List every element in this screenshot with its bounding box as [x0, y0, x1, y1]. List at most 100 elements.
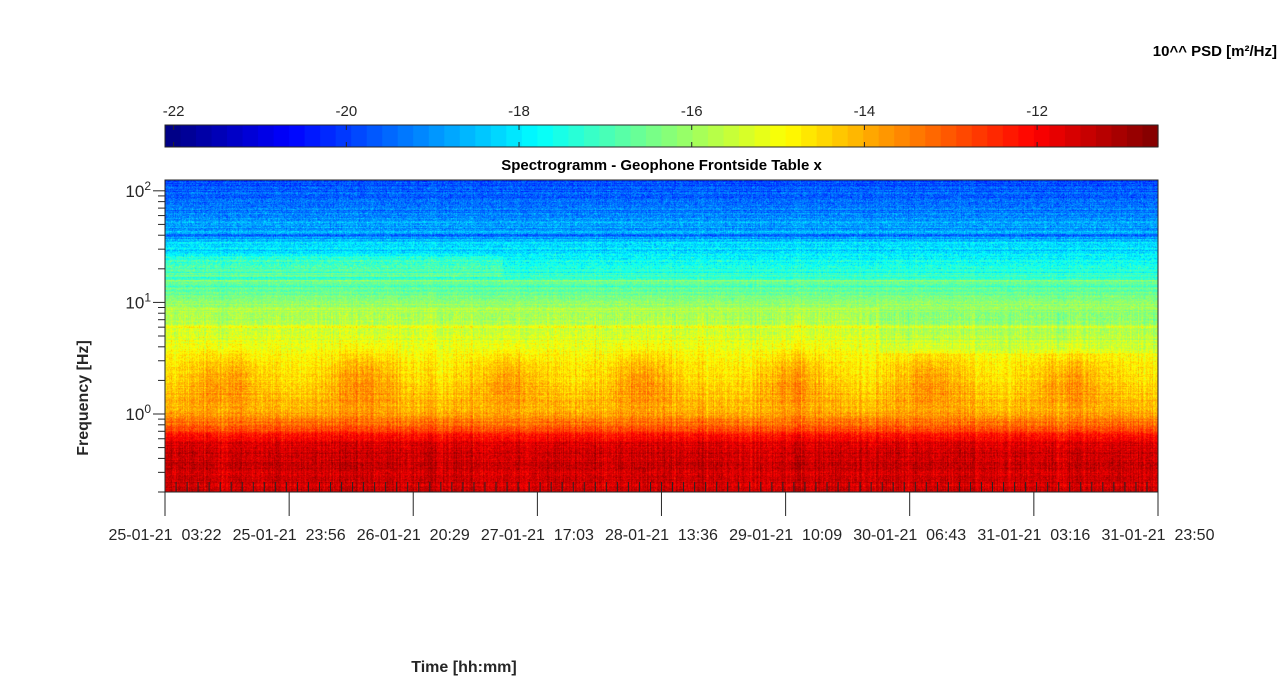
colorbar-segment [289, 125, 306, 147]
x-tick-label: 29-01-21 10:09 [729, 527, 842, 544]
colorbar-tick-label: -14 [854, 103, 876, 120]
colorbar-segment [583, 125, 601, 147]
colorbar-segment [1080, 125, 1097, 147]
colorbar-segment [894, 125, 911, 147]
colorbar-segment [397, 125, 414, 147]
colorbar-tick-label: -20 [335, 103, 357, 120]
colorbar-segment [1126, 125, 1144, 147]
colorbar-segment [692, 125, 709, 147]
colorbar-segment [661, 125, 678, 147]
colorbar-tick-label: -16 [681, 103, 703, 120]
colorbar-segment [506, 125, 523, 147]
colorbar-segment [956, 125, 973, 147]
colorbar-segment [335, 125, 352, 147]
colorbar-tick-label: -22 [163, 103, 185, 120]
x-tick-label: 31-01-21 23:50 [1102, 527, 1215, 544]
y-tick-base: 10 [125, 405, 144, 424]
colorbar-segment [165, 125, 182, 147]
y-tick-base: 10 [125, 182, 144, 201]
colorbar-segment [227, 125, 244, 147]
colorbar-segment [1064, 125, 1082, 147]
x-tick-label: 26-01-21 20:29 [357, 527, 470, 544]
colorbar-segment [552, 125, 570, 147]
x-axis-label: Time [hh:mm] [411, 659, 516, 676]
y-tick-label: 101 [125, 290, 151, 312]
colorbar-segment [708, 125, 725, 147]
x-tick-label: 25-01-21 03:22 [109, 527, 222, 544]
colorbar-segment [614, 125, 632, 147]
colorbar-frame [164, 124, 1159, 148]
colorbar-segment [847, 125, 864, 147]
colorbar-segment [196, 125, 213, 147]
y-tick-exponent: 2 [144, 179, 151, 193]
colorbar-segment [832, 125, 849, 147]
y-tick-exponent: 1 [144, 290, 151, 304]
colorbar-segment [1002, 125, 1019, 147]
colorbar-segment [320, 125, 337, 147]
y-axis-label: Frequency [Hz] [75, 340, 92, 456]
colorbar-segment [242, 125, 259, 147]
x-axis: 25-01-21 03:22 25-01-21 23:56 26-01-21 20:… [109, 482, 1215, 544]
colorbar-segment [180, 125, 197, 147]
y-tick-label: 102 [125, 179, 151, 201]
x-tick-label: 25-01-21 23:56 [233, 527, 346, 544]
chart-title: Spectrogramm - Geophone Frontside Table … [501, 157, 822, 174]
x-tick-label: 30-01-21 06:43 [853, 527, 966, 544]
colorbar-segment [863, 125, 880, 147]
colorbar [165, 125, 1159, 147]
colorbar-segment [428, 125, 445, 147]
colorbar-segment [568, 125, 585, 147]
colorbar-segment [459, 125, 476, 147]
colorbar-segment [677, 125, 694, 147]
colorbar-segment [599, 125, 616, 147]
heatmap-canvas [165, 180, 1158, 492]
colorbar-segment [785, 125, 802, 147]
colorbar-segment [909, 125, 926, 147]
colorbar-segment [801, 125, 818, 147]
colorbar-segment [521, 125, 538, 147]
colorbar-segment [1018, 125, 1035, 147]
colorbar-segment [444, 125, 461, 147]
colorbar-tick-label: -12 [1026, 103, 1048, 120]
colorbar-segment [630, 125, 647, 147]
colorbar-label: 10^^ PSD [m²/Hz] [1153, 43, 1277, 60]
colorbar-segment [878, 125, 895, 147]
x-tick-label: 28-01-21 13:36 [605, 527, 718, 544]
colorbar-segment [351, 125, 368, 147]
colorbar-segment [1095, 125, 1113, 147]
y-tick-base: 10 [125, 293, 144, 312]
colorbar-segment [366, 125, 383, 147]
y-tick-exponent: 0 [144, 402, 151, 416]
colorbar-segment [925, 125, 942, 147]
colorbar-segment [770, 125, 787, 147]
colorbar-segment [723, 125, 740, 147]
colorbar-segment [816, 125, 833, 147]
colorbar-segment [1033, 125, 1050, 147]
y-tick-label: 100 [125, 402, 151, 424]
colorbar-segment [1142, 125, 1159, 147]
colorbar-segment [537, 125, 554, 147]
colorbar-segment [1049, 125, 1066, 147]
colorbar-segment [413, 125, 430, 147]
colorbar-segment [940, 125, 957, 147]
x-tick-label: 27-01-21 17:03 [481, 527, 594, 544]
colorbar-segment [754, 125, 771, 147]
colorbar-segment [971, 125, 988, 147]
x-tick-label: 31-01-21 03:16 [977, 527, 1090, 544]
colorbar-segment [645, 125, 663, 147]
plot-area [165, 180, 1158, 492]
colorbar-segment [211, 125, 228, 147]
colorbar-segment [273, 125, 290, 147]
colorbar-segment [304, 125, 321, 147]
colorbar-segment [475, 125, 492, 147]
colorbar-segment [1111, 125, 1128, 147]
colorbar-segment [382, 125, 399, 147]
colorbar-ticks: -22 -20 -18 -16 -14 -12 [163, 103, 1048, 147]
colorbar-segment [490, 125, 507, 147]
colorbar-segment [258, 125, 275, 147]
colorbar-segment [987, 125, 1004, 147]
colorbar-tick-label: -18 [508, 103, 530, 120]
colorbar-segment [739, 125, 756, 147]
